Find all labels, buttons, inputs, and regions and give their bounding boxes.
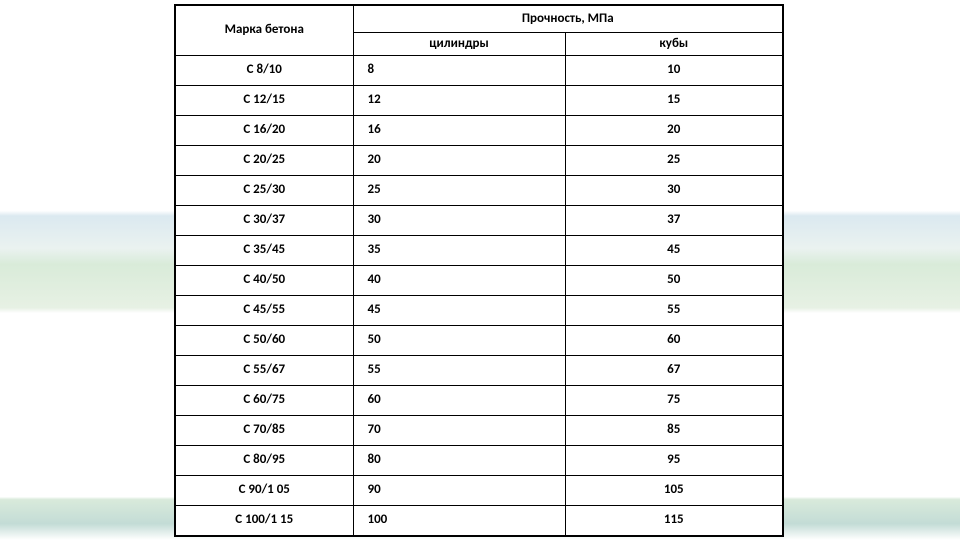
cell-cylinders: 30 (353, 206, 565, 236)
cell-cylinders: 25 (353, 176, 565, 206)
cell-brand: С 8/10 (175, 56, 353, 86)
cell-cubes: 45 (565, 236, 783, 266)
table-row: С 60/756075 (175, 386, 783, 416)
cell-brand: С 16/20 (175, 116, 353, 146)
cell-brand: С 20/25 (175, 146, 353, 176)
cell-brand: С 40/50 (175, 266, 353, 296)
cell-brand: С 60/75 (175, 386, 353, 416)
table-row: С 55/675567 (175, 356, 783, 386)
cell-cubes: 67 (565, 356, 783, 386)
header-brand: Марка бетона (175, 5, 353, 56)
cell-cylinders: 90 (353, 476, 565, 506)
cell-cubes: 60 (565, 326, 783, 356)
table-row: С 40/504050 (175, 266, 783, 296)
cell-cylinders: 16 (353, 116, 565, 146)
table-row: С 90/1 0590105 (175, 476, 783, 506)
table-row: С 70/857085 (175, 416, 783, 446)
cell-cylinders: 45 (353, 296, 565, 326)
cell-brand: С 80/95 (175, 446, 353, 476)
cell-brand: С 35/45 (175, 236, 353, 266)
cell-cylinders: 60 (353, 386, 565, 416)
cell-cubes: 75 (565, 386, 783, 416)
table-body: С 8/10810С 12/151215С 16/201620С 20/2520… (175, 56, 783, 537)
header-strength: Прочность, МПа (353, 5, 783, 33)
table-row: С 45/554555 (175, 296, 783, 326)
cell-brand: С 100/1 15 (175, 506, 353, 537)
cell-brand: С 45/55 (175, 296, 353, 326)
cell-cubes: 15 (565, 86, 783, 116)
header-cubes: кубы (565, 33, 783, 56)
cell-cylinders: 12 (353, 86, 565, 116)
table-row: С 100/1 15100115 (175, 506, 783, 537)
table-row: С 20/252025 (175, 146, 783, 176)
cell-cubes: 105 (565, 476, 783, 506)
cell-brand: С 25/30 (175, 176, 353, 206)
cell-cubes: 95 (565, 446, 783, 476)
cell-cubes: 20 (565, 116, 783, 146)
header-cylinders: цилиндры (353, 33, 565, 56)
cell-brand: С 70/85 (175, 416, 353, 446)
cell-cubes: 50 (565, 266, 783, 296)
cell-cylinders: 100 (353, 506, 565, 537)
cell-cylinders: 8 (353, 56, 565, 86)
slide-background: Марка бетона Прочность, МПа цилиндры куб… (0, 0, 960, 540)
cell-cylinders: 40 (353, 266, 565, 296)
cell-cubes: 55 (565, 296, 783, 326)
table-row: С 80/958095 (175, 446, 783, 476)
cell-cubes: 10 (565, 56, 783, 86)
concrete-strength-table: Марка бетона Прочность, МПа цилиндры куб… (174, 4, 784, 537)
cell-cylinders: 70 (353, 416, 565, 446)
cell-cubes: 25 (565, 146, 783, 176)
cell-cubes: 115 (565, 506, 783, 537)
cell-cubes: 85 (565, 416, 783, 446)
table-row: С 12/151215 (175, 86, 783, 116)
table-container: Марка бетона Прочность, МПа цилиндры куб… (174, 4, 782, 537)
cell-cubes: 37 (565, 206, 783, 236)
cell-brand: С 55/67 (175, 356, 353, 386)
table-row: С 50/605060 (175, 326, 783, 356)
cell-brand: С 90/1 05 (175, 476, 353, 506)
table-row: С 16/201620 (175, 116, 783, 146)
table-row: С 25/302530 (175, 176, 783, 206)
cell-cylinders: 80 (353, 446, 565, 476)
table-row: С 8/10810 (175, 56, 783, 86)
cell-cubes: 30 (565, 176, 783, 206)
table-row: С 30/373037 (175, 206, 783, 236)
cell-brand: С 12/15 (175, 86, 353, 116)
cell-brand: С 50/60 (175, 326, 353, 356)
cell-cylinders: 50 (353, 326, 565, 356)
cell-cylinders: 20 (353, 146, 565, 176)
table-row: С 35/453545 (175, 236, 783, 266)
cell-brand: С 30/37 (175, 206, 353, 236)
cell-cylinders: 55 (353, 356, 565, 386)
table-header: Марка бетона Прочность, МПа цилиндры куб… (175, 5, 783, 56)
cell-cylinders: 35 (353, 236, 565, 266)
